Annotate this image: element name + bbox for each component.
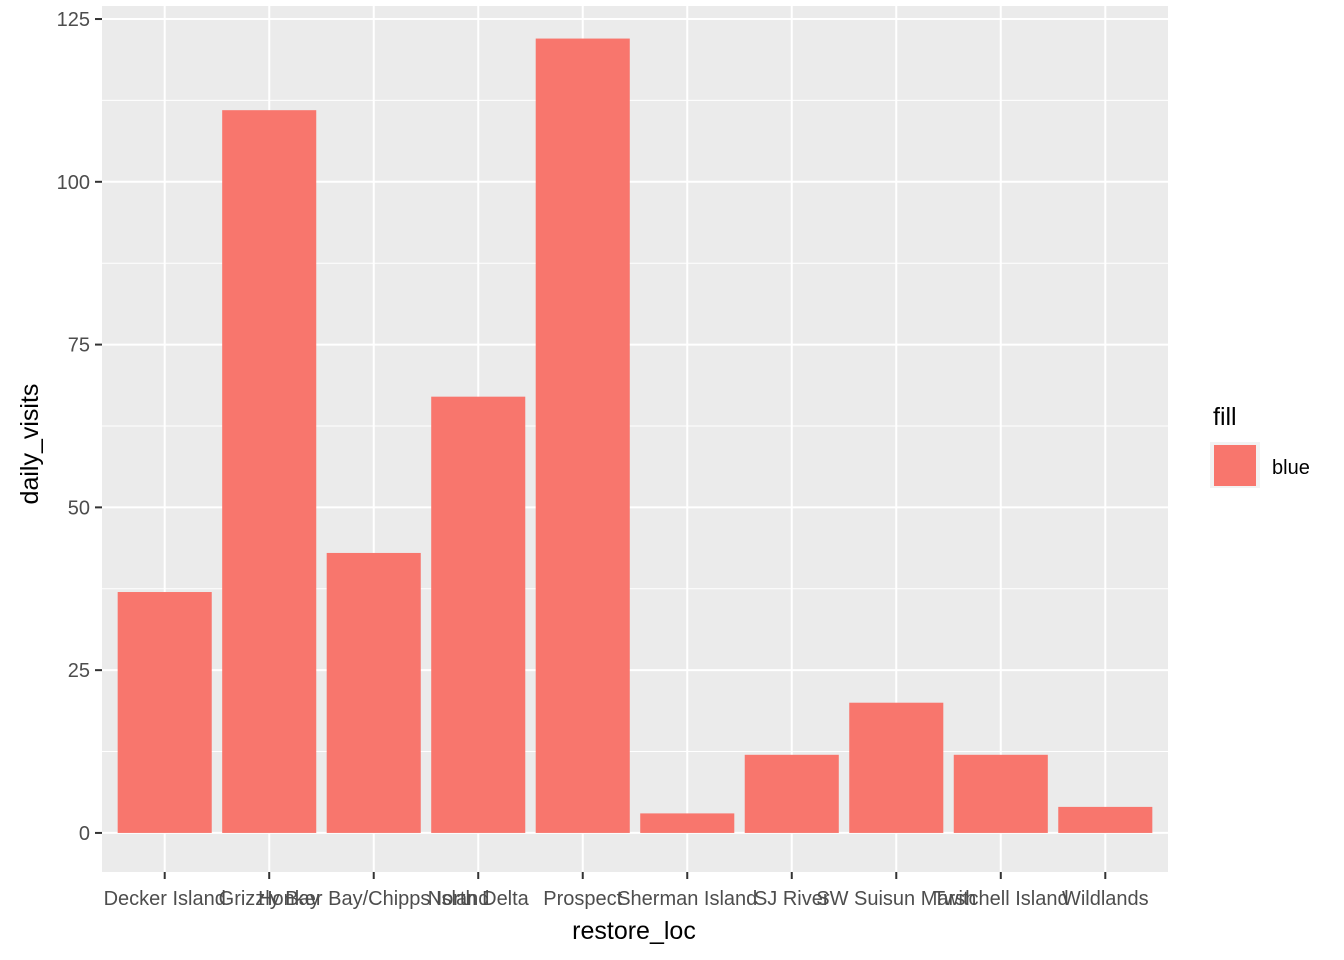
y-axis-title: daily_visits [16,384,44,505]
bar-honker-bay-chipps-island [326,552,421,833]
y-tick-label: 100 [57,172,90,194]
x-axis-title: restore_loc [572,917,696,945]
x-tick-label: Prospect [543,888,622,910]
bar-decker-island [117,592,212,833]
x-tick-label: Decker Island [104,888,226,910]
bar-grizzly-bay [222,110,317,833]
x-tick-label: Sherman Island [617,888,757,910]
x-tick-label: SW Suisun Marsh [816,888,976,910]
x-tick-label: North Delta [428,888,530,910]
x-tick-label: Twitchell Island [933,888,1069,910]
y-tick-label: 25 [68,660,90,682]
x-tick-label: Grizzly Bay [219,888,320,910]
y-tick-label: 125 [57,9,90,31]
bar-sj-river [744,754,839,833]
x-tick-label: Honker Bay/Chipps Island [258,888,489,910]
x-tick-label: SJ River [754,888,830,910]
legend-key-swatch [1214,445,1256,486]
bar-twitchell-island [953,754,1048,833]
bar-prospect [535,38,630,833]
legend: fill blue [1210,403,1310,488]
x-tick-label: Wildlands [1062,888,1149,910]
y-tick-label: 0 [79,823,90,845]
bar-sw-suisun-marsh [849,702,944,833]
bar-wildlands [1058,806,1153,833]
bar-sherman-island [640,813,735,833]
bars [117,38,1153,833]
legend-title: fill [1213,403,1237,431]
y-axis: 0 25 50 75 100 125 [57,9,102,845]
legend-label-blue: blue [1272,457,1310,479]
bar-north-delta [431,396,526,833]
y-tick-label: 75 [68,335,90,357]
y-tick-label: 50 [68,497,90,519]
